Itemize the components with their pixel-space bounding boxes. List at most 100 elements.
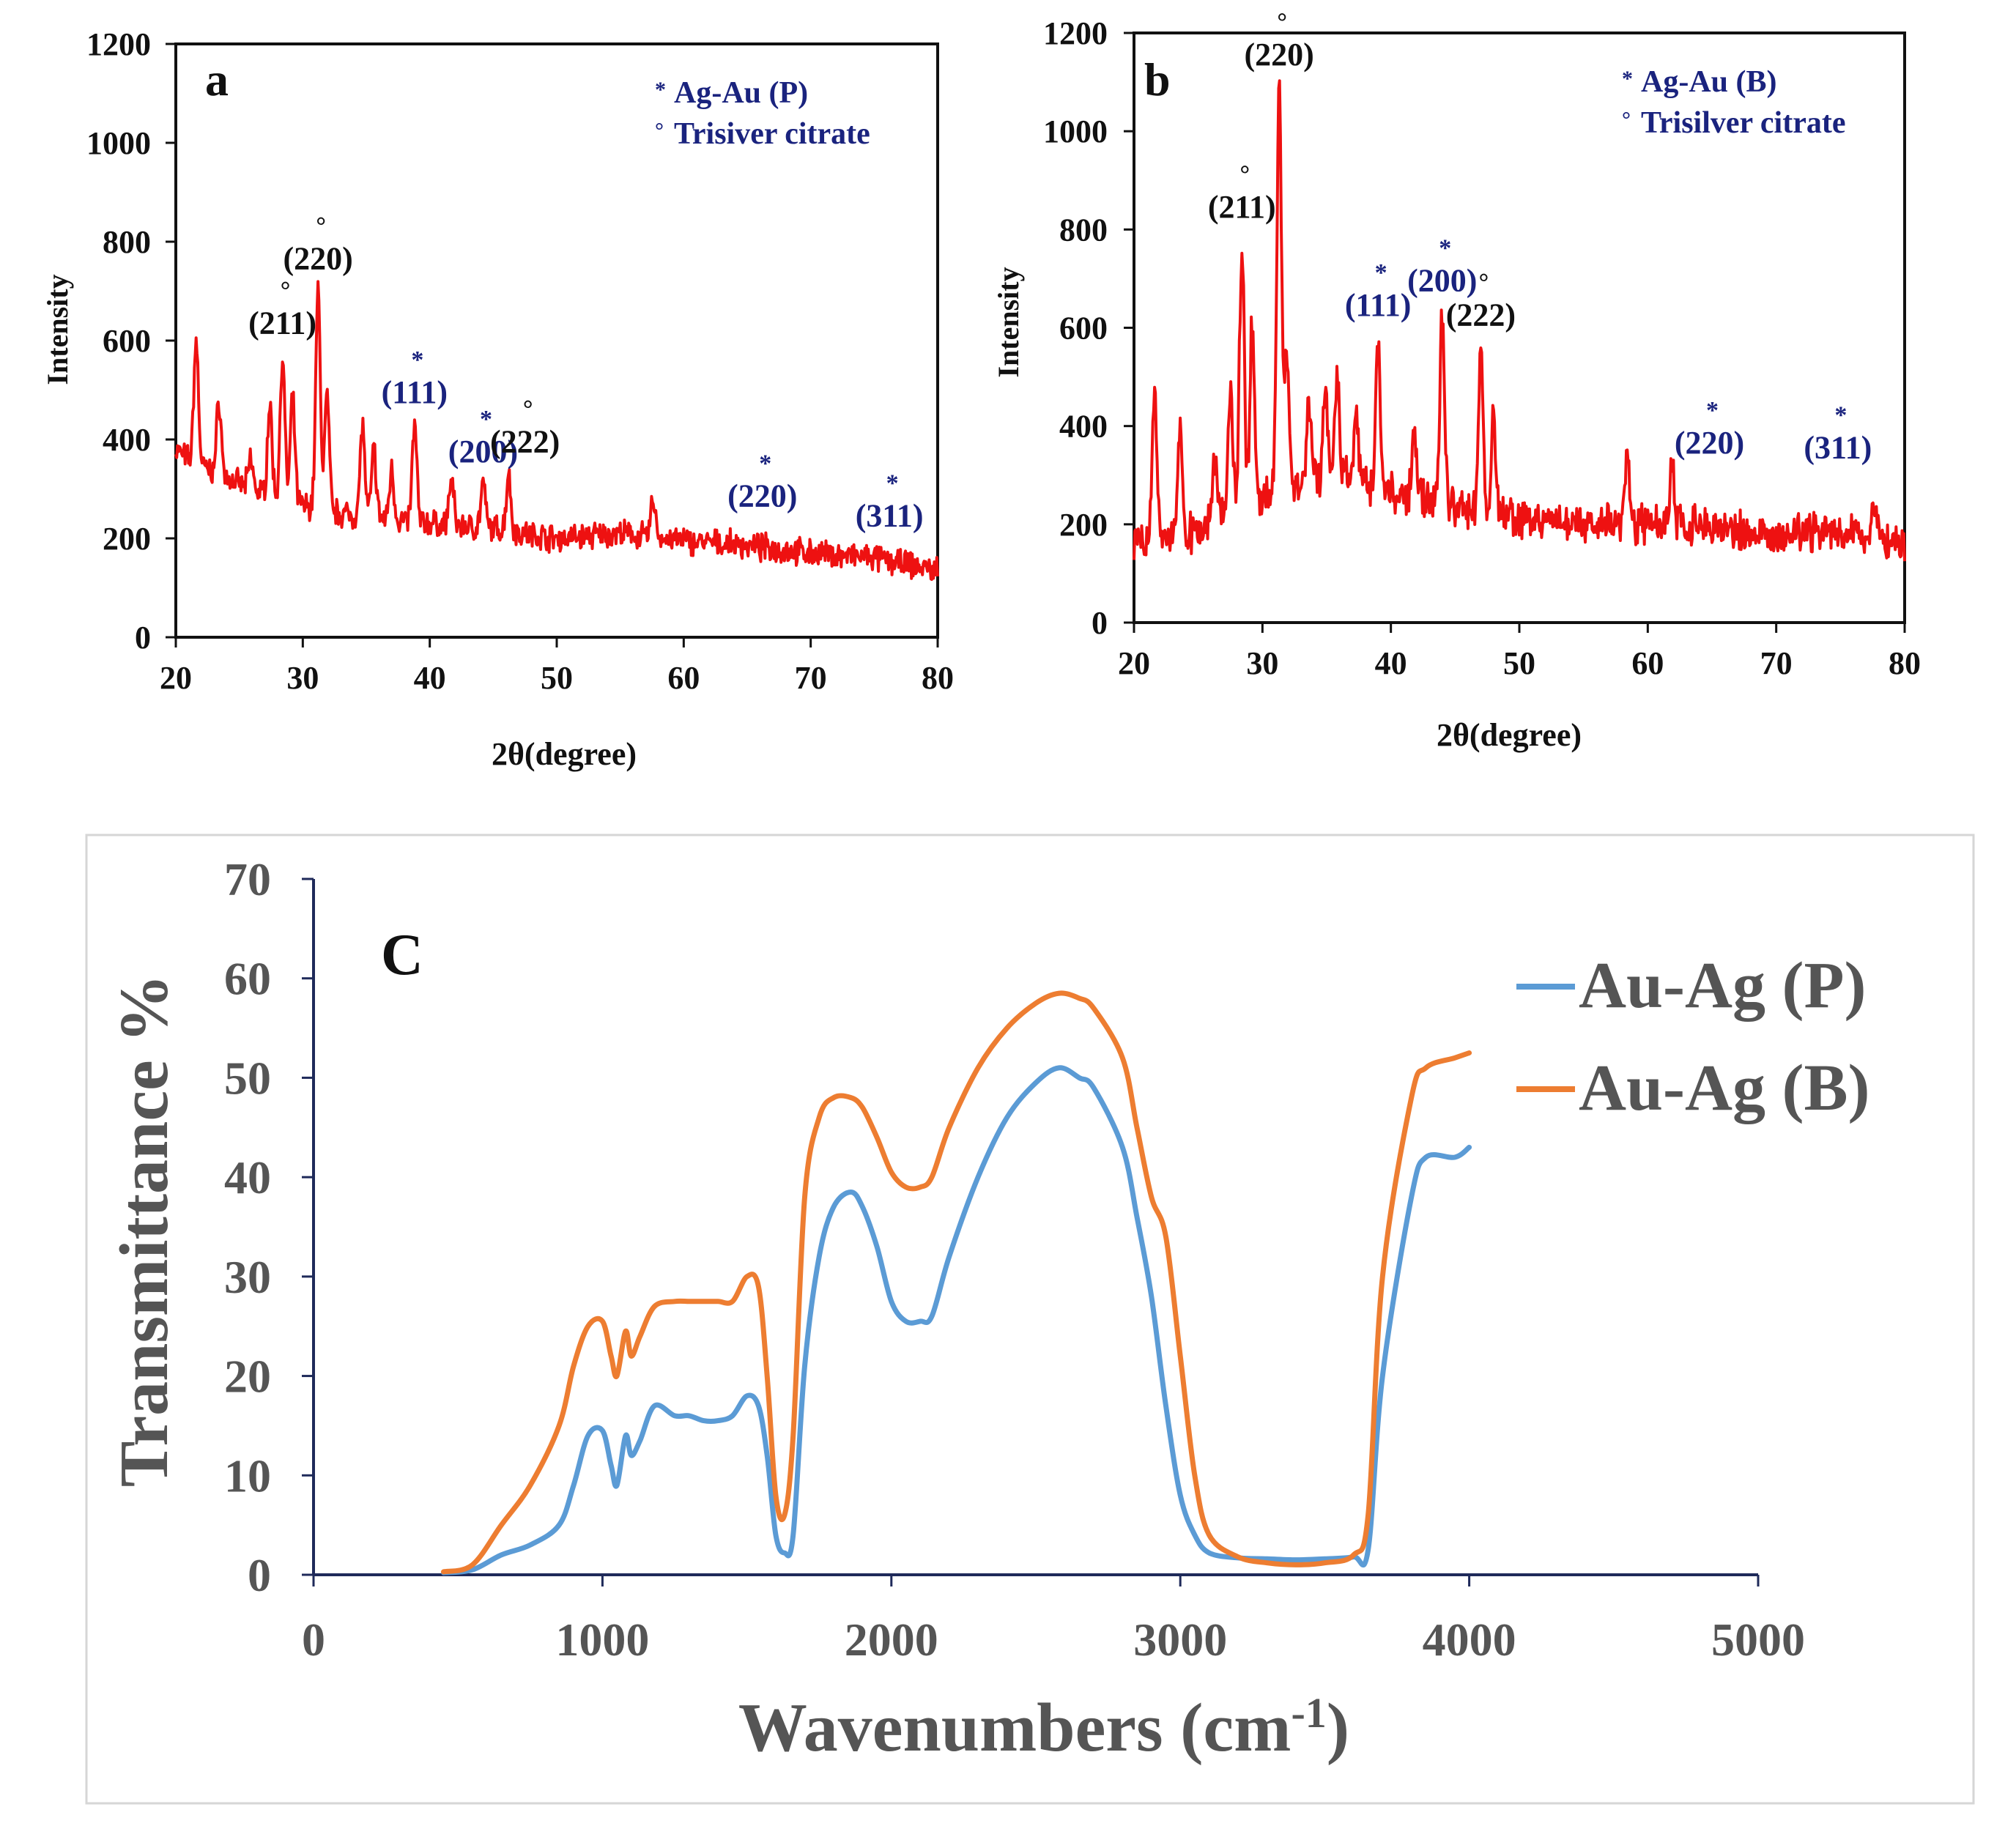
y-axis-label-b: Intensity: [992, 267, 1025, 377]
xrd-chart-b: b 2θ(degree) Intensity * Ag-Au (B) ° Trisil…: [992, 9, 1921, 753]
x-tick-label-b: 70: [1760, 645, 1793, 681]
y-tick-label-b: 1200: [1043, 15, 1108, 51]
legend-marker-a: °: [655, 119, 664, 143]
xrd-chart-a: a 2θ(degree) Intensity * Ag-Au (P) ° Trisiv…: [41, 26, 954, 772]
y-tick-label-b: 800: [1059, 212, 1108, 248]
peak-label-b: (200): [1407, 262, 1477, 298]
x-axis-label-c-superscript: -1: [1291, 1689, 1326, 1737]
x-tick-label-b: 60: [1631, 645, 1664, 681]
legend-marker-a: *: [655, 78, 666, 102]
x-tick-label-c: 4000: [1423, 1614, 1516, 1666]
x-axis-label-c-close: ): [1327, 1690, 1349, 1766]
y-tick-label-c: 10: [224, 1450, 271, 1502]
x-tick-label-b: 40: [1375, 645, 1407, 681]
x-tick-label-a: 80: [922, 660, 954, 696]
ftir-series-b: [441, 990, 1472, 1575]
peak-marker-a: *: [759, 450, 771, 478]
peak-marker-b: *: [1439, 234, 1451, 261]
x-tick-label-a: 60: [667, 660, 700, 696]
y-tick-label-a: 1000: [86, 125, 151, 161]
peak-label-b: (220): [1675, 425, 1744, 461]
legend-entry-c: Au-Ag (B): [1579, 1052, 1870, 1124]
y-tick-label-b: 200: [1059, 507, 1108, 543]
x-tick-label-a: 40: [414, 660, 446, 696]
y-tick-label-c: 0: [248, 1549, 271, 1601]
legend-marker-b: °: [1622, 108, 1631, 132]
peak-marker-a: *: [480, 406, 492, 433]
legend-marker-b: *: [1622, 67, 1633, 91]
y-tick-label-c: 30: [224, 1251, 271, 1303]
peak-marker-b: *: [1706, 397, 1719, 424]
peak-marker-a: °: [316, 213, 326, 240]
peak-label-a: (220): [283, 241, 352, 277]
x-tick-label-a: 30: [286, 660, 319, 696]
ftir-chart-c: C Wavenumbers (cm-1) Transmittance % Au-…: [85, 834, 1975, 1805]
x-axis-label-a: 2θ(degree): [492, 736, 637, 772]
legend-entry-b: Ag-Au (B): [1641, 65, 1777, 99]
legend-entry-c: Au-Ag (P): [1579, 949, 1866, 1022]
peak-marker-a: °: [523, 396, 533, 423]
y-tick-label-b: 0: [1092, 605, 1108, 641]
y-tick-label-b: 600: [1059, 311, 1108, 346]
y-tick-label-a: 400: [103, 422, 151, 458]
x-tick-label-c: 5000: [1711, 1614, 1805, 1666]
peak-label-b: (111): [1345, 287, 1411, 323]
y-tick-label-a: 200: [103, 521, 151, 557]
y-tick-label-a: 600: [103, 323, 151, 359]
x-tick-label-b: 20: [1118, 645, 1150, 681]
y-tick-label-c: 50: [224, 1052, 271, 1104]
x-axis-label-b: 2θ(degree): [1437, 717, 1582, 753]
peak-label-b: (222): [1446, 297, 1516, 333]
peak-marker-a: *: [411, 346, 423, 374]
legend-entry-a: Ag-Au (P): [674, 76, 808, 110]
legend-c: Au-Ag (P) Au-Ag (B): [1516, 949, 1870, 1124]
x-tick-label-c: 2000: [845, 1614, 938, 1666]
x-tick-label-a: 50: [541, 660, 573, 696]
peak-marker-b: *: [1375, 259, 1387, 286]
x-tick-label-c: 3000: [1133, 1614, 1227, 1666]
x-tick-label-b: 50: [1503, 645, 1535, 681]
x-axis-label-c: Wavenumbers (cm-1): [738, 1689, 1349, 1767]
peak-marker-a: °: [281, 277, 291, 304]
peak-label-a: (111): [382, 374, 448, 410]
legend-b: * Ag-Au (B) ° Trisilver citrate: [1622, 65, 1845, 140]
peak-marker-b: °: [1239, 161, 1250, 188]
y-tick-label-b: 400: [1059, 409, 1108, 445]
x-tick-label-a: 70: [795, 660, 827, 696]
ftir-panel-frame: [85, 834, 1975, 1805]
panel-letter-b: b: [1144, 53, 1171, 105]
legend-entry-b: Trisilver citrate: [1641, 106, 1845, 140]
x-tick-label-b: 80: [1889, 645, 1921, 681]
peak-label-b: (220): [1244, 37, 1313, 73]
panel-letter-c: C: [381, 923, 423, 987]
xrd-trace-a: [174, 280, 939, 581]
y-tick-label-c: 20: [224, 1351, 271, 1403]
y-tick-label-a: 0: [135, 620, 151, 656]
panel-letter-a: a: [205, 53, 229, 105]
y-tick-label-a: 1200: [86, 26, 151, 62]
y-tick-label-c: 40: [224, 1151, 271, 1203]
peak-marker-b: *: [1834, 401, 1847, 428]
y-tick-label-c: 70: [224, 853, 271, 905]
x-tick-label-c: 1000: [555, 1614, 649, 1666]
x-tick-label-b: 30: [1246, 645, 1278, 681]
peak-label-a: (220): [727, 478, 797, 514]
legend-entry-a: Trisiver citrate: [674, 117, 870, 151]
peak-marker-a: *: [886, 470, 899, 497]
legend-a: * Ag-Au (P) ° Trisiver citrate: [655, 76, 870, 151]
peak-label-a: (211): [248, 305, 316, 341]
y-tick-label-a: 800: [103, 224, 151, 260]
x-tick-label-a: 20: [160, 660, 192, 696]
xrd-trace-b: [1133, 79, 1906, 562]
y-axis-label-a: Intensity: [41, 274, 74, 385]
peak-label-b: (311): [1804, 429, 1872, 465]
x-tick-label-c: 0: [302, 1614, 325, 1666]
peak-label-b: (211): [1208, 189, 1276, 225]
x-axis-label-c-text: Wavenumbers (cm: [738, 1690, 1292, 1766]
peak-marker-b: °: [1479, 269, 1489, 296]
y-tick-label-b: 1000: [1043, 114, 1108, 149]
ftir-series-p: [441, 1065, 1472, 1576]
y-axis-label-c: Transmittance %: [106, 974, 182, 1488]
peak-label-a: (222): [490, 423, 560, 459]
